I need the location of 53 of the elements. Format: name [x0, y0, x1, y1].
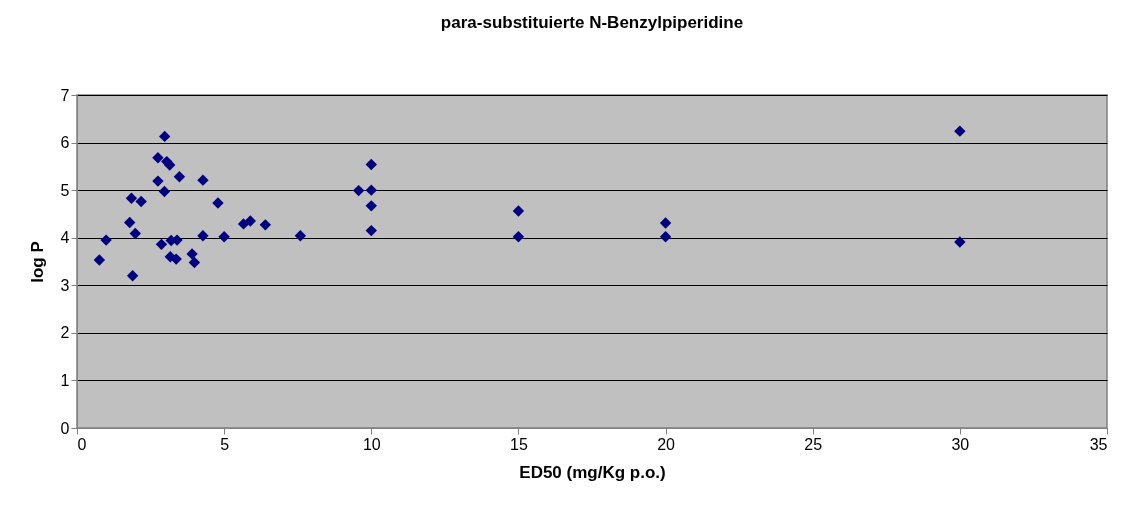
point [93, 254, 106, 266]
y-axis-title: log P [27, 241, 47, 283]
point [512, 205, 525, 217]
point [100, 234, 112, 246]
point [158, 185, 171, 198]
y-tick-label: 0 [60, 419, 70, 437]
point [164, 159, 176, 171]
point [155, 238, 168, 251]
point [129, 227, 141, 240]
point [159, 130, 171, 143]
y-tick-label: 7 [60, 86, 70, 104]
point [197, 230, 209, 242]
y-tick-label: 2 [60, 324, 70, 342]
point [173, 171, 186, 183]
point [152, 152, 164, 164]
point [218, 231, 230, 243]
point [659, 217, 672, 229]
x-tick-label: 15 [510, 435, 528, 453]
x-tick-label: 35 [1089, 435, 1108, 453]
y-tick-label: 5 [60, 181, 70, 199]
point [365, 184, 377, 196]
y-tick-label: 4 [60, 229, 70, 247]
point [135, 195, 147, 208]
x-tick-label: 5 [220, 435, 230, 453]
point [352, 184, 365, 197]
point [259, 219, 272, 231]
x-tick-label: 25 [804, 435, 823, 453]
x-axis-title: ED50 (mg/Kg p.o.) [519, 462, 666, 482]
point [954, 125, 966, 137]
x-tick-label: 30 [951, 435, 970, 453]
chart-title: para-substituierte N-Benzylpiperidine [440, 13, 744, 32]
point [152, 175, 164, 187]
x-tick-label: 10 [362, 435, 381, 453]
point [125, 192, 138, 204]
point [244, 215, 257, 227]
point [212, 197, 224, 209]
x-tick-label: 20 [657, 435, 676, 453]
point [126, 270, 139, 282]
y-tick-label: 6 [60, 134, 70, 152]
point [188, 256, 201, 269]
point [512, 231, 525, 243]
point [659, 231, 672, 243]
point [365, 158, 377, 171]
x-tick-label: 0 [77, 435, 87, 453]
point [365, 200, 377, 212]
point [365, 224, 377, 237]
point [954, 236, 966, 248]
y-tick-label: 1 [60, 371, 70, 389]
point [123, 216, 136, 229]
y-tick-label: 3 [60, 276, 70, 294]
point [186, 248, 198, 260]
point [197, 174, 209, 186]
point [294, 230, 307, 242]
